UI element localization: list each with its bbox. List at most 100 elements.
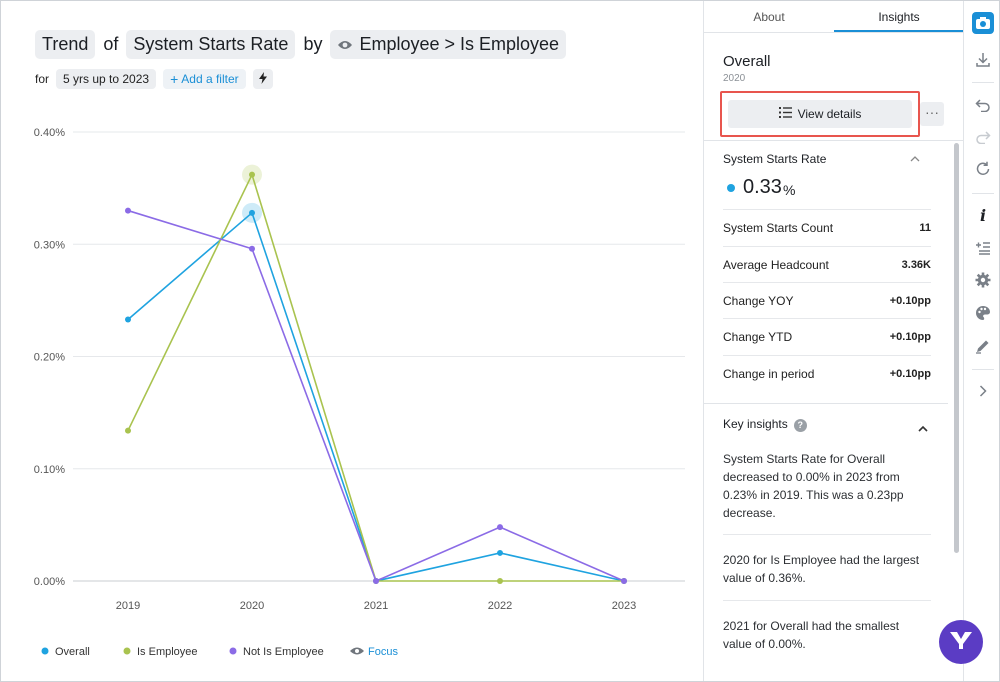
metric-value: 11: [919, 221, 931, 234]
panel-tabs: About Insights: [704, 1, 964, 33]
key-insights-label: Key insights: [723, 417, 788, 431]
right-toolbar: i: [963, 1, 999, 681]
quick-actions-button[interactable]: [252, 69, 273, 89]
undo-icon[interactable]: [973, 95, 993, 115]
help-icon[interactable]: ?: [793, 419, 807, 432]
tab-about[interactable]: About: [753, 10, 785, 24]
refresh-icon[interactable]: [973, 159, 993, 179]
series-line-0: [127, 211, 625, 582]
divider: [972, 193, 994, 194]
group-by-label: Employee > Is Employee: [359, 34, 560, 54]
data-point: [497, 524, 503, 531]
y-tick-label: 0.00%: [34, 576, 65, 588]
eye-icon: [337, 39, 353, 51]
data-point: [249, 245, 255, 252]
insights-scroll-area[interactable]: System Starts Rate 0.33 % System Starts …: [704, 141, 948, 681]
metric-label: Change YOY: [723, 293, 794, 308]
chevron-up-icon[interactable]: [910, 151, 920, 165]
add-list-icon[interactable]: [973, 238, 993, 258]
edit-icon[interactable]: [973, 336, 993, 356]
metric-value: +0.10pp: [889, 294, 931, 307]
legend-dot: [229, 647, 237, 655]
data-point: [249, 171, 255, 178]
metric-label: Average Headcount: [723, 257, 829, 272]
series-line-1: [127, 172, 624, 582]
assistant-button[interactable]: [939, 620, 983, 664]
panel-title: Overall: [723, 53, 771, 70]
data-point: [249, 209, 255, 216]
divider: [723, 534, 931, 535]
divider: [972, 369, 994, 370]
metric-label: Change YTD: [723, 329, 793, 344]
camera-icon[interactable]: [972, 12, 994, 34]
data-point: [497, 578, 503, 584]
insight-item: 2020 for Is Employee had the largest val…: [723, 553, 920, 585]
metric-label: System Starts Count: [723, 220, 834, 235]
metric-row: System Starts Count 11: [723, 209, 931, 245]
add-filter-button[interactable]: + Add a filter: [163, 69, 246, 89]
title-by: by: [303, 34, 323, 54]
divider: [972, 82, 994, 83]
data-point: [125, 207, 131, 214]
data-point: [125, 427, 131, 434]
insight-item: System Starts Rate for Overall decreased…: [723, 452, 904, 520]
time-range-chip[interactable]: 5 yrs up to 2023: [56, 69, 157, 89]
y-tick-label: 0.10%: [34, 464, 65, 476]
list-icon: [778, 107, 792, 121]
trend-chart: 0.00% 0.10% 0.20% 0.30% 0.40% 2019 2020 2021 202…: [34, 127, 685, 658]
legend-dot: [123, 647, 131, 655]
palette-icon[interactable]: [973, 303, 993, 323]
eye-icon-pupil: [355, 649, 359, 653]
view-type-selector[interactable]: Trend: [35, 30, 96, 59]
redo-icon[interactable]: [973, 127, 993, 147]
x-tick-label: 2020: [240, 600, 264, 612]
panel-year: 2020: [723, 73, 746, 84]
divider: [704, 140, 964, 141]
title-row: Trend of System Starts Rate by Employee …: [35, 30, 567, 59]
panel-scrollbar[interactable]: [954, 143, 959, 553]
x-tick-label: 2021: [364, 600, 388, 612]
legend-label: Not Is Employee: [243, 646, 324, 658]
y-tick-label: 0.40%: [34, 127, 65, 139]
tab-insights[interactable]: Insights: [834, 1, 964, 32]
view-type-label: Trend: [42, 34, 89, 54]
info-icon[interactable]: i: [979, 205, 987, 225]
data-point: [497, 549, 503, 556]
chevron-up-icon[interactable]: [918, 421, 928, 435]
metric-selector[interactable]: System Starts Rate: [126, 30, 296, 59]
divider: [723, 600, 931, 601]
data-point: [621, 578, 627, 584]
metric-section-title: System Starts Rate: [723, 152, 827, 166]
filter-row: for 5 yrs up to 2023 + Add a filter: [35, 69, 273, 89]
y-tick-label: 0.30%: [34, 239, 65, 251]
lightning-icon: [258, 71, 268, 87]
legend-label: Is Employee: [137, 646, 198, 658]
key-insights-title: Key insights?: [723, 417, 807, 432]
legend-dot: [41, 647, 49, 655]
metric-row: Change in period +0.10pp: [723, 355, 931, 391]
x-tick-label: 2022: [488, 600, 512, 612]
settings-icon[interactable]: [973, 270, 993, 290]
group-by-selector[interactable]: Employee > Is Employee: [330, 30, 567, 59]
metric-label: Change in period: [723, 366, 815, 381]
highlight-box: [720, 91, 920, 137]
metric-row: Average Headcount 3.36K: [723, 246, 931, 282]
focus-link[interactable]: Focus: [368, 646, 398, 658]
data-point: [125, 316, 131, 323]
x-tick-label: 2023: [612, 600, 636, 612]
insight-item: 2021 for Overall had the smallest value …: [723, 619, 900, 651]
y-tick-label: 0.20%: [34, 352, 65, 364]
chevron-right-icon[interactable]: [973, 381, 993, 401]
metric-value: +0.10pp: [889, 367, 931, 380]
metric-value: 3.36K: [901, 258, 931, 271]
view-details-button[interactable]: View details: [728, 100, 912, 128]
more-options-button[interactable]: ···: [920, 102, 944, 126]
insights-panel: About Insights Overall 2020 View details…: [703, 1, 964, 681]
title-of: of: [103, 34, 119, 54]
metric-value-unit: %: [782, 181, 796, 198]
plus-icon: +: [170, 71, 179, 87]
divider: [704, 403, 948, 404]
download-icon[interactable]: [973, 50, 993, 70]
view-details-label: View details: [797, 107, 862, 121]
